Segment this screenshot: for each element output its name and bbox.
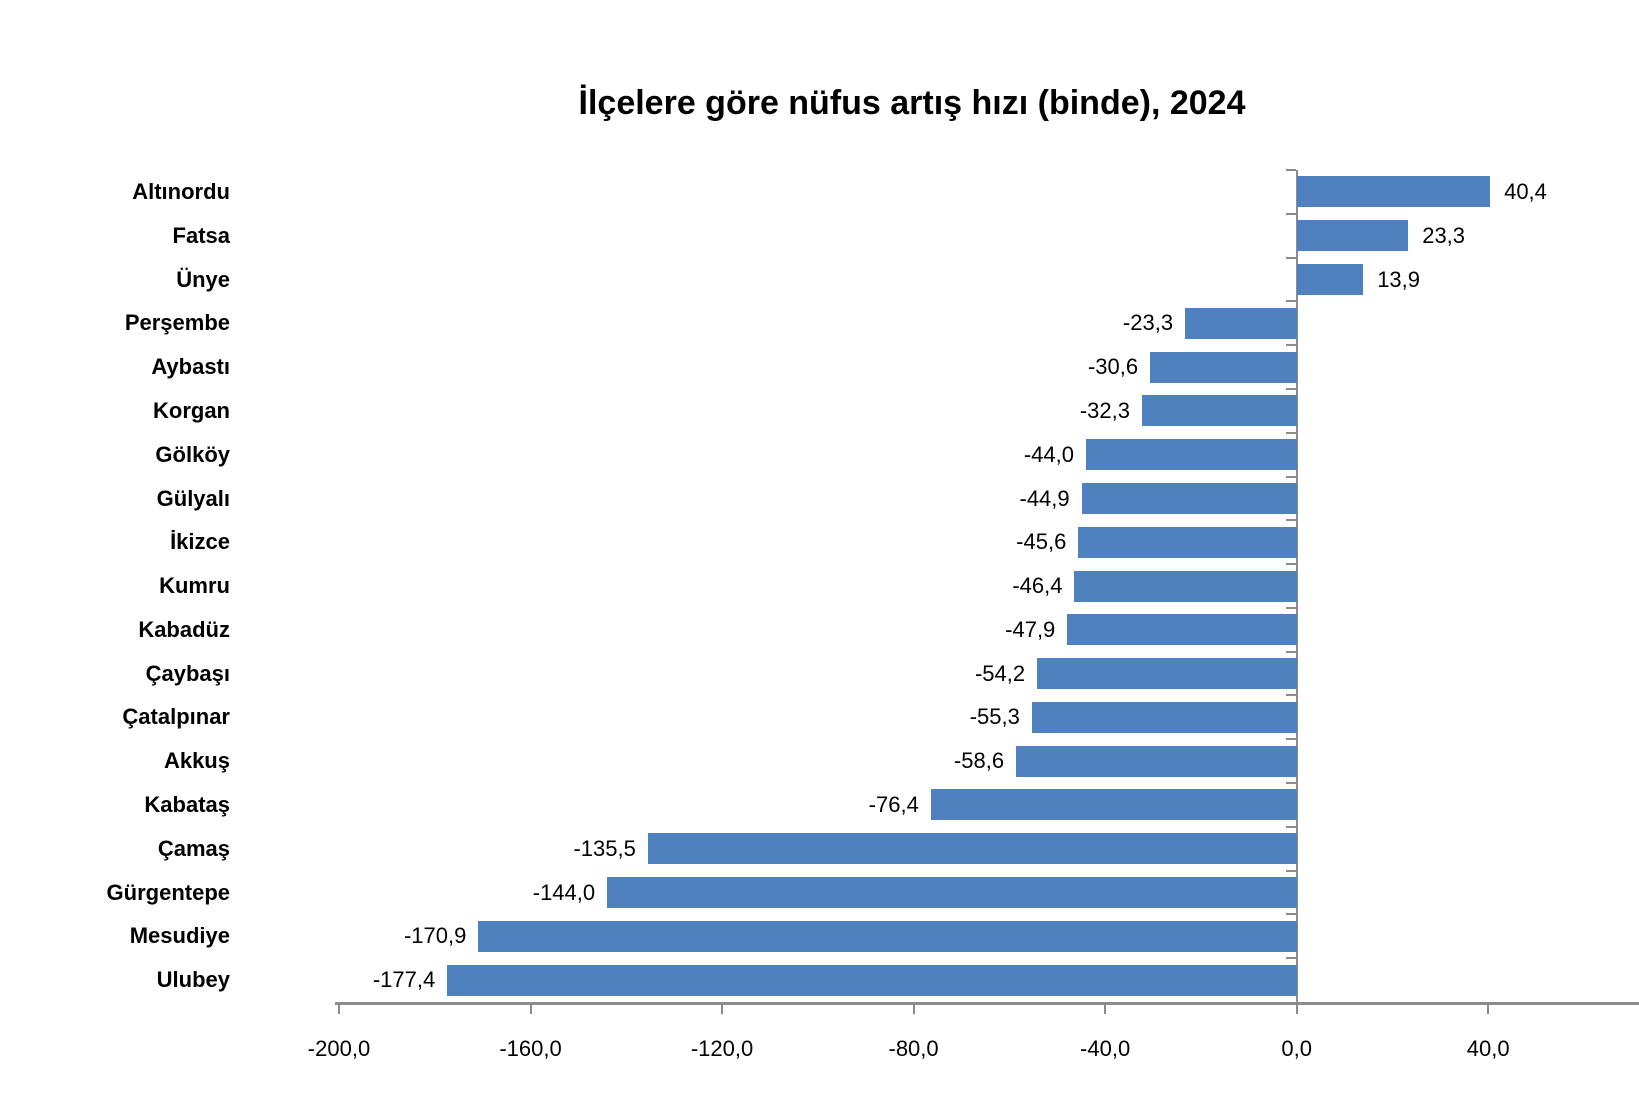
- bar: [607, 877, 1297, 909]
- value-label: 40,4: [1504, 179, 1547, 204]
- value-label: -23,3: [1122, 310, 1174, 336]
- category-boundary-tick: [1285, 300, 1296, 303]
- bar: [930, 789, 1297, 821]
- category-boundary-tick: [1285, 606, 1296, 609]
- category-boundary-tick: [1285, 519, 1296, 522]
- category-label: Korgan: [153, 397, 230, 423]
- value-label: -144,0: [532, 879, 596, 905]
- value-label: -58,6: [953, 748, 1005, 774]
- category-boundary-tick: [1285, 869, 1296, 872]
- value-label: -45,6: [1016, 529, 1067, 555]
- category-boundary-tick: [1285, 957, 1296, 960]
- bar: [1074, 570, 1297, 602]
- bar: [447, 964, 1297, 996]
- category-boundary-tick: [1285, 650, 1296, 653]
- bar: [1031, 701, 1297, 733]
- category-label: Kabataş: [144, 792, 230, 818]
- category-label: Ünye: [176, 266, 230, 292]
- category-boundary-tick: [1285, 475, 1296, 478]
- category-label: Kumru: [159, 573, 230, 599]
- bar: [478, 920, 1297, 952]
- category-label: Gürgentepe: [106, 879, 230, 905]
- value-label: 23,3: [1422, 222, 1466, 248]
- category-label: Aybastı: [151, 354, 230, 380]
- x-axis-tick: [529, 1005, 532, 1014]
- category-boundary-tick: [1285, 913, 1296, 916]
- category-label: Mesudiye: [129, 923, 230, 949]
- bar: [1067, 614, 1297, 646]
- value-label: -30,6: [1087, 354, 1139, 380]
- category-boundary-tick: [1285, 825, 1296, 828]
- bar: [1150, 351, 1297, 383]
- bar: [1296, 220, 1409, 252]
- value-label: -135,5: [573, 835, 636, 861]
- bar: [1037, 658, 1297, 690]
- category-label: Perşembe: [124, 310, 230, 336]
- value-label: -47,9: [1005, 616, 1056, 642]
- category-label: Çatalpınar: [122, 704, 230, 730]
- bar: [647, 833, 1297, 865]
- x-axis-tick-label: -120,0: [690, 1036, 754, 1061]
- category-boundary-tick: [1285, 694, 1296, 697]
- bar: [1296, 176, 1491, 208]
- value-label: -170,9: [403, 923, 467, 949]
- bar: [1185, 307, 1297, 339]
- value-label: -76,4: [868, 792, 919, 818]
- category-label: Gülyalı: [156, 485, 230, 511]
- value-label: -44,9: [1019, 485, 1070, 511]
- bar: [1085, 439, 1297, 471]
- x-axis-tick: [1295, 1005, 1298, 1014]
- x-axis-tick-label: 0,0: [1281, 1036, 1312, 1061]
- chart-title: İlçelere göre nüfus artış hızı (binde), …: [578, 84, 1246, 122]
- x-axis-tick-label: -80,0: [888, 1036, 939, 1061]
- category-boundary-tick: [1285, 782, 1296, 785]
- y-axis-zero-line: [1295, 170, 1298, 1002]
- x-axis-tick: [912, 1005, 915, 1014]
- x-axis-tick: [721, 1005, 724, 1014]
- category-boundary-tick: [1285, 169, 1296, 171]
- x-axis-tick-label: -200,0: [307, 1036, 371, 1061]
- category-boundary-tick: [1285, 212, 1296, 215]
- value-label: -44,0: [1023, 441, 1074, 467]
- value-label: -55,3: [969, 704, 1020, 730]
- category-label: Akkuş: [163, 748, 230, 774]
- category-label: Altınordu: [132, 179, 230, 204]
- x-axis-tick-label: -160,0: [499, 1036, 562, 1061]
- value-label: -177,4: [372, 967, 436, 993]
- category-boundary-tick: [1285, 738, 1296, 741]
- value-label: 13,9: [1377, 266, 1421, 292]
- category-boundary-tick: [1285, 431, 1296, 434]
- x-axis-tick: [338, 1005, 340, 1014]
- bar: [1016, 745, 1297, 777]
- bar: [1081, 482, 1297, 514]
- x-axis-line: [335, 1002, 1639, 1005]
- value-label: -54,2: [974, 660, 1026, 686]
- bar: [1078, 526, 1297, 558]
- category-boundary-tick: [1285, 387, 1296, 390]
- category-label: Ulubey: [156, 967, 230, 993]
- bar: [1141, 395, 1297, 427]
- bar: [1296, 263, 1364, 295]
- value-label: -32,3: [1079, 397, 1130, 423]
- category-boundary-tick: [1285, 563, 1296, 566]
- category-label: Çaybaşı: [145, 660, 230, 686]
- category-label: Çamaş: [157, 835, 230, 861]
- category-label: Gölköy: [155, 441, 230, 467]
- x-axis-tick-label: 40,0: [1466, 1036, 1510, 1061]
- x-axis-tick: [1104, 1005, 1107, 1014]
- x-axis-tick: [1487, 1005, 1490, 1014]
- category-label: Kabadüz: [138, 616, 230, 642]
- category-label: İkizce: [170, 529, 230, 555]
- category-boundary-tick: [1285, 256, 1296, 259]
- category-label: Fatsa: [172, 222, 230, 248]
- x-axis-tick-label: -40,0: [1080, 1036, 1131, 1061]
- category-boundary-tick: [1285, 344, 1296, 347]
- value-label: -46,4: [1012, 573, 1063, 599]
